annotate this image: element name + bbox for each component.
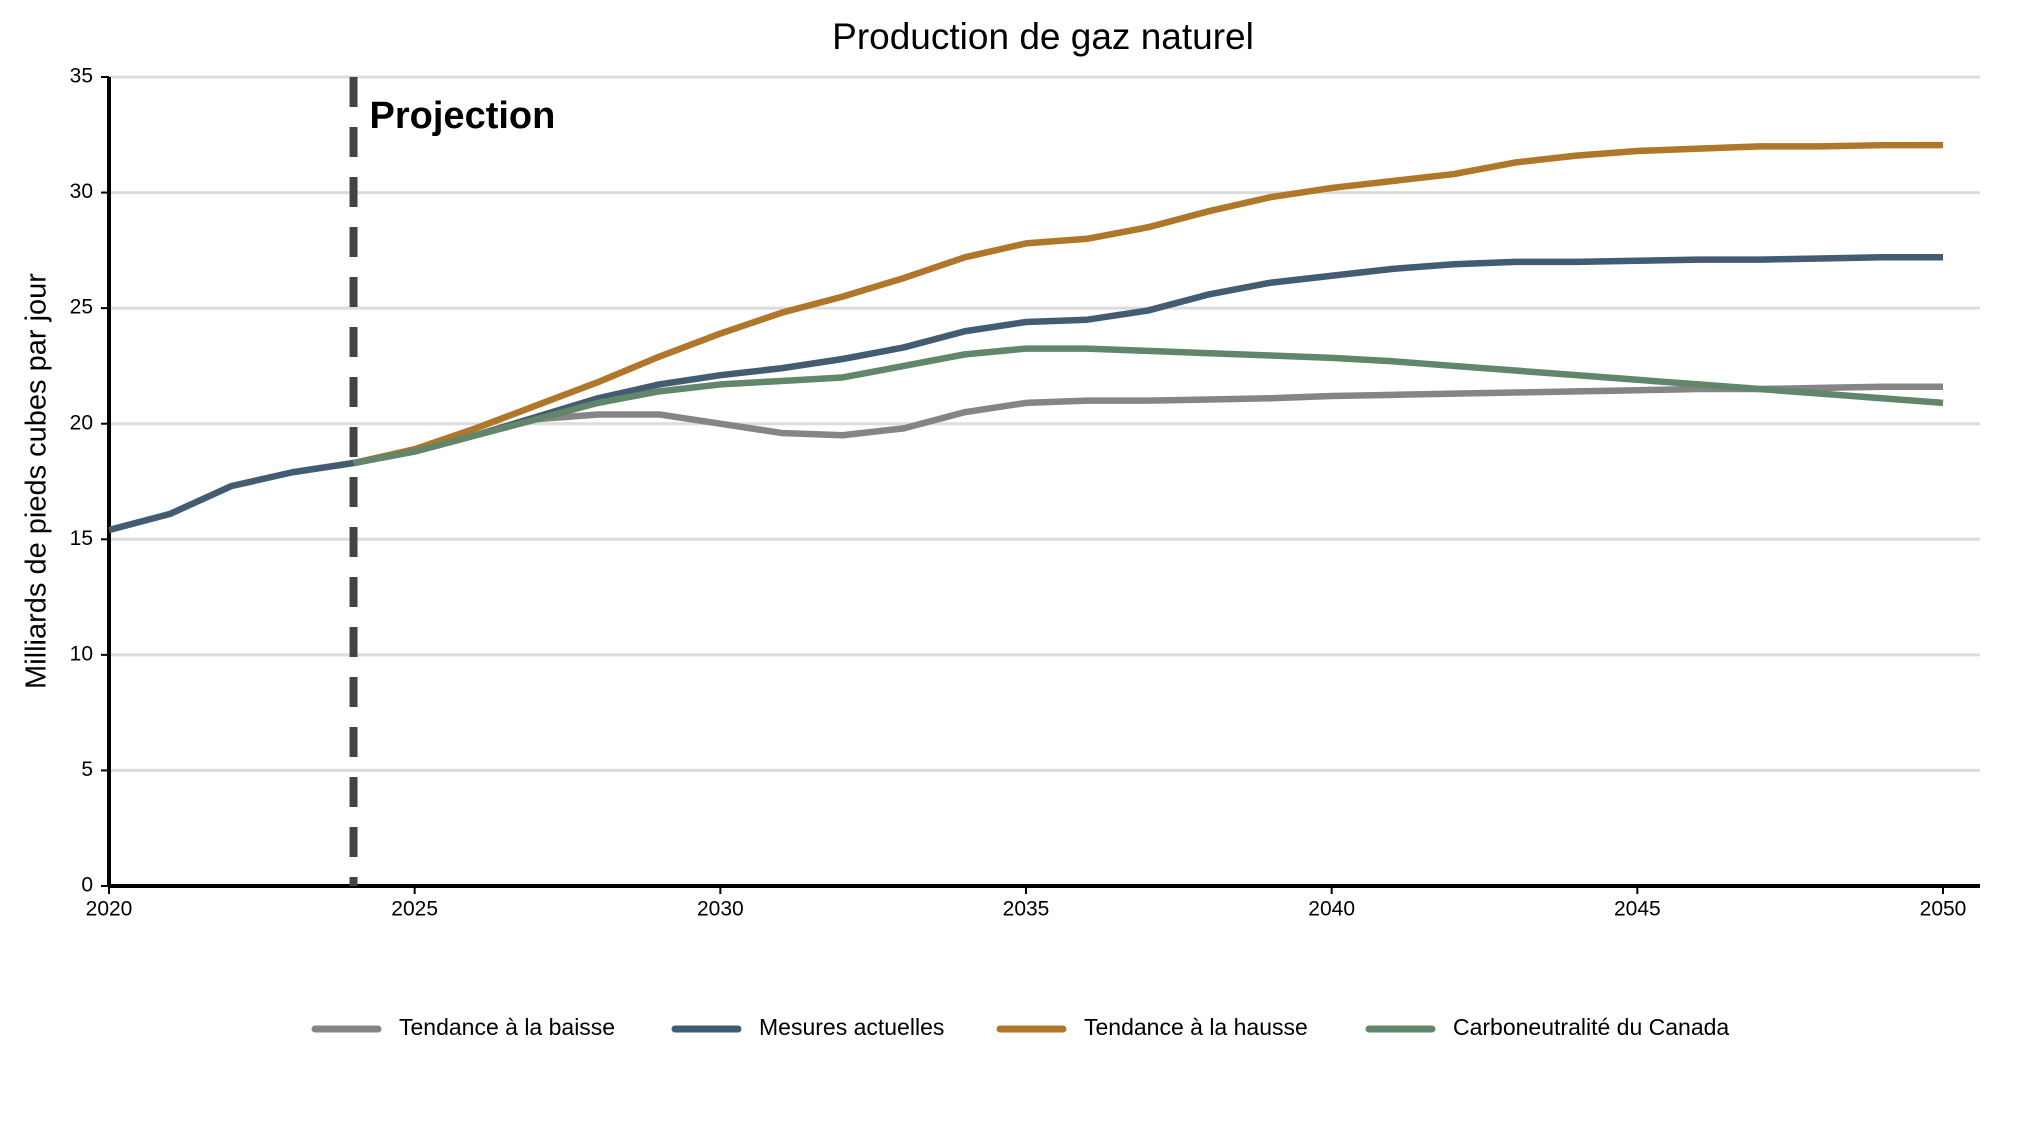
x-tick-label: 2040 [1308,898,1355,921]
series-line [352,345,1944,467]
chart-title: Production de gaz naturel [832,16,1254,57]
y-tick-label: 0 [81,874,93,897]
y-tick-label: 15 [70,527,93,550]
legend-label: Mesures actuelles [759,1014,944,1040]
x-tick-label: 2045 [1614,898,1661,921]
series-line [108,254,1943,534]
y-tick-label: 20 [70,411,93,434]
x-tick-label: 2025 [391,898,438,921]
y-tick-label: 25 [70,296,93,319]
legend-label: Tendance à la hausse [1084,1014,1308,1040]
legend-label: Carboneutralité du Canada [1453,1014,1729,1040]
x-tick-label: 2020 [86,898,133,921]
y-tick-label: 10 [70,642,93,665]
series-line [352,141,1943,467]
y-tick-label: 35 [70,65,93,88]
x-tick-label: 2035 [1003,898,1050,921]
y-tick-label: 5 [81,758,93,781]
legend-label: Tendance à la baisse [399,1014,615,1040]
x-tick-label: 2030 [697,898,744,921]
series-line [352,383,1943,467]
y-tick-label: 30 [70,180,93,203]
x-tick-label: 2050 [1920,898,1967,921]
y-axis-label: Milliards de pieds cubes par jour [21,273,53,689]
projection-label: Projection [370,95,556,137]
